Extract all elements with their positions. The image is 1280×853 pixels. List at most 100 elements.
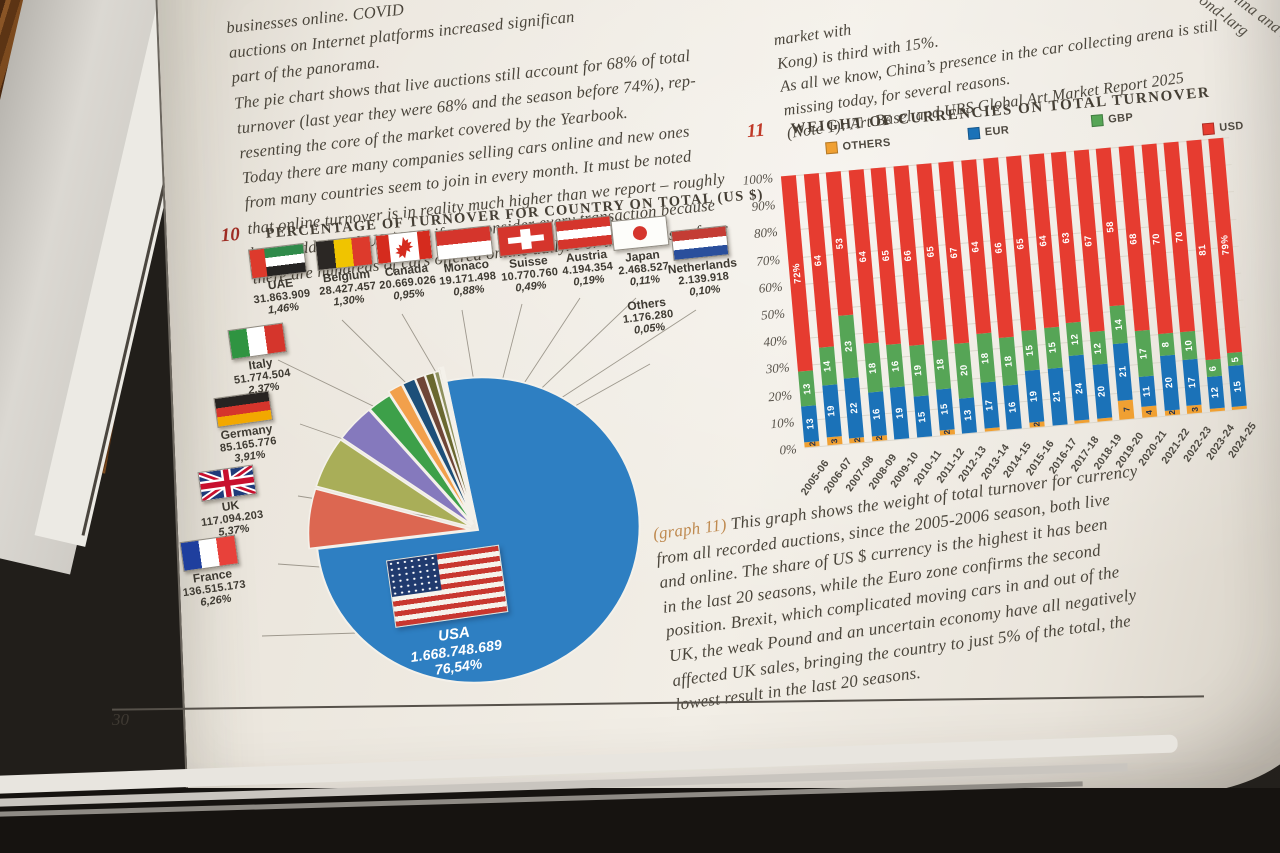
flag-usa-canton <box>387 554 442 597</box>
bar-value-label: 64 <box>857 250 870 263</box>
bar-value-label: 67 <box>947 246 960 259</box>
bar-value-label: 3 <box>829 437 840 444</box>
bar-value-label: 18 <box>979 351 992 365</box>
legend-gbp: GBP <box>1090 111 1134 128</box>
pie-slice-germany <box>340 408 473 526</box>
legend-eur: EUR <box>967 124 1010 140</box>
bar-segment-eur: 15 <box>1228 365 1247 408</box>
pie-slice-belgium <box>401 377 474 521</box>
pie-label-germany: Germany 85.165.776 3,91% <box>194 388 299 470</box>
bar-value-label: 5 <box>1229 355 1242 363</box>
pie-label-uk: UK 117.094.203 5,37% <box>178 462 283 544</box>
bar-segment-gbp: 5 <box>1227 351 1244 367</box>
bar-value-label: 17 <box>983 398 996 412</box>
bar-value-label: 24 <box>1073 381 1086 395</box>
bar-segment-gbp: 15 <box>1021 329 1040 372</box>
legend-label: GBP <box>1107 111 1134 126</box>
legend-swatch-gbp <box>1090 114 1104 128</box>
bar-segment-eur: 15 <box>913 395 933 438</box>
bar-segment-gbp: 17 <box>1134 329 1154 378</box>
bar-value-label: 19 <box>1028 389 1041 403</box>
bar-value-label: 18 <box>935 358 947 371</box>
bar-segment-gbp: 12 <box>1089 331 1108 365</box>
bar-value-label: 2 <box>851 437 863 444</box>
legend-label: USD <box>1218 119 1245 134</box>
pie-slice-uk <box>315 438 472 528</box>
bar-value-label: 63 <box>1059 231 1072 244</box>
bar-value-label: 2 <box>874 435 885 442</box>
bar-segment-others: 4 <box>1141 405 1158 418</box>
y-axis-tick: 30% <box>765 359 791 377</box>
bar-value-label: 8 <box>1160 341 1172 349</box>
bar-value-label: 13 <box>804 417 817 430</box>
legend-others: OTHERS <box>825 137 891 155</box>
bar-value-label: 15 <box>1231 380 1244 393</box>
bar-segment-eur: 21 <box>1113 342 1134 401</box>
bar-segment-eur: 11 <box>1138 375 1157 407</box>
bar-segment-eur: 21 <box>1047 367 1068 426</box>
bar-value-label: 20 <box>1096 385 1109 398</box>
bar-value-label: 23 <box>842 340 855 353</box>
bar-value-label: 13 <box>962 409 975 422</box>
bar-segment-others: 3 <box>826 435 843 446</box>
bar-value-label: 12 <box>1092 341 1105 355</box>
bar-value-label: 16 <box>1006 401 1019 414</box>
pie-label-france: France 136.515.173 6,26% <box>160 532 265 614</box>
bar-segment-eur: 17 <box>1182 358 1202 406</box>
bar-segment-eur: 16 <box>1003 384 1023 430</box>
bar-segment-gbp: 23 <box>838 314 859 379</box>
bar-segment-eur: 20 <box>1159 354 1180 411</box>
bar-value-label: 20 <box>1163 376 1176 389</box>
bar-value-label: 11 <box>1141 385 1154 398</box>
bar-value-label: 22 <box>848 401 861 414</box>
bar-segment-usd: 53 <box>825 171 854 317</box>
bar-value-label: 67 <box>1082 234 1095 248</box>
bar-segment-others: 7 <box>1118 399 1135 420</box>
bar-value-label: 7 <box>1121 406 1132 413</box>
bar-value-label: 65 <box>925 245 938 259</box>
bar-segment-eur: 17 <box>980 381 1000 429</box>
bar-value-label: 64 <box>970 240 983 253</box>
bar-value-label: 14 <box>821 359 834 373</box>
bar-chart-plot-area: 100% 90% 80% 70% 60% 50% 40% 30% 20% 10% 0% 2 13 13 7… <box>742 137 1254 458</box>
bar-value-label: 15 <box>1046 341 1059 355</box>
bar-value-label: 10 <box>1182 339 1195 352</box>
bar-value-label: 19 <box>893 406 906 420</box>
y-axis-tick: 50% <box>760 305 786 323</box>
bar-value-label: 19 <box>825 404 838 418</box>
page-number: 30 <box>112 710 129 729</box>
flag-canada-icon <box>374 229 434 265</box>
bar-segment-gbp: 14 <box>1109 304 1129 344</box>
flag-sun <box>632 225 648 241</box>
bar-value-label: 14 <box>1112 318 1125 331</box>
y-axis-tick: 10% <box>769 413 795 431</box>
y-axis-tick: 0% <box>778 441 798 458</box>
pie-slice-france <box>307 488 471 550</box>
bar-segment-eur: 12 <box>1206 375 1225 410</box>
bar-segment-gbp: 19 <box>909 344 929 397</box>
bar-value-label: 20 <box>958 364 971 377</box>
bar-segment-gbp: 20 <box>954 342 975 399</box>
flag-usa-icon <box>385 544 509 628</box>
bar-value-label: 79% <box>1219 234 1232 257</box>
bar-segment-eur: 19 <box>1024 370 1045 423</box>
legend-swatch-others <box>825 141 839 155</box>
bar-value-label: 15 <box>916 410 929 423</box>
y-axis-tick: 90% <box>750 197 777 215</box>
bar-value-label: 19 <box>912 364 925 377</box>
flag-netherlands-icon <box>670 225 730 261</box>
bar-value-label: 16 <box>889 359 902 372</box>
pie-label-usa: USA 1.668.748.689 76,54% <box>348 539 553 687</box>
bar-value-label: 65 <box>880 249 893 263</box>
bar-value-label: 65 <box>1015 237 1028 250</box>
y-axis-tick: 100% <box>742 170 774 188</box>
bar-segment-eur: 15 <box>935 388 955 431</box>
bar-segment-gbp: 10 <box>1180 331 1198 360</box>
bar-value-label: 66 <box>992 241 1005 254</box>
bar-segment-eur: 19 <box>821 384 842 438</box>
figure-number: 11 <box>745 119 766 143</box>
bar-value-label: 15 <box>938 402 951 416</box>
bar-segment-eur: 22 <box>843 377 865 438</box>
bar-value-label: 70 <box>1150 232 1163 246</box>
